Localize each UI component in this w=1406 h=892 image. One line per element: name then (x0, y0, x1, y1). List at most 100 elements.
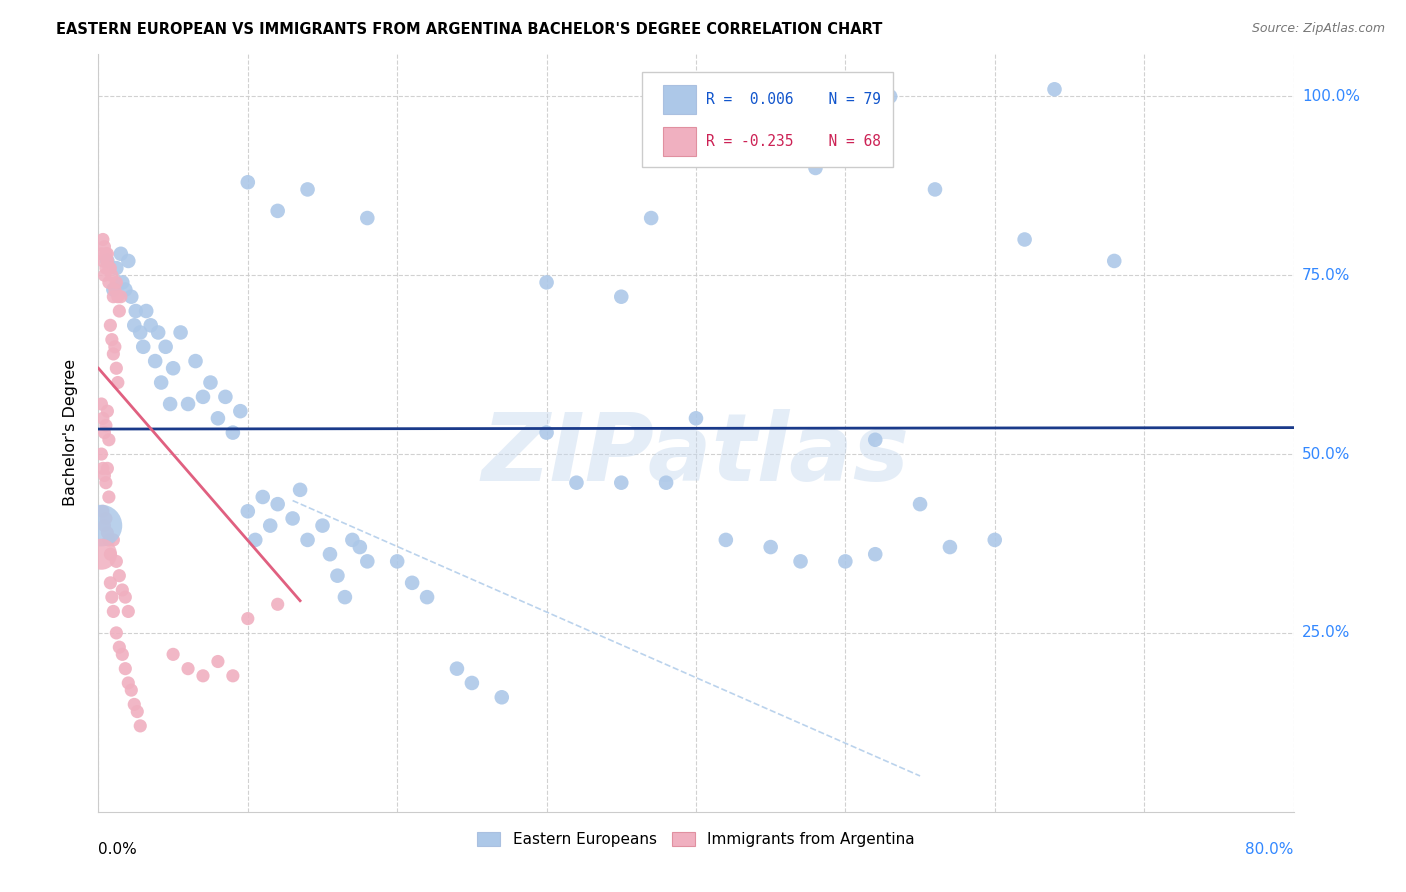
Point (385, 554, 409, 568)
Point (117, 254, 139, 268)
Point (96, 525, 118, 540)
Point (640, 211, 662, 225)
Point (834, 554, 856, 568)
Point (655, 475, 678, 490)
Point (288, 483, 311, 497)
Point (103, 347, 125, 361)
Point (267, 597, 290, 611)
Point (536, 425, 558, 440)
Point (356, 554, 378, 568)
Point (105, 276, 128, 290)
Point (461, 676, 484, 690)
Point (1104, 254, 1126, 268)
Point (222, 425, 245, 440)
Point (908, 497, 931, 511)
Point (103, 604, 125, 618)
Point (114, 590, 136, 604)
Point (236, 611, 259, 625)
Y-axis label: Bachelor's Degree: Bachelor's Degree (63, 359, 77, 506)
Point (93, 268, 115, 283)
Point (90, 547, 112, 561)
Point (356, 211, 378, 225)
Point (127, 705, 149, 719)
Point (804, 161, 827, 175)
Bar (662, 86, 696, 114)
Point (1043, 82, 1066, 96)
Point (98, 261, 122, 276)
Text: EASTERN EUROPEAN VS IMMIGRANTS FROM ARGENTINA BACHELOR'S DEGREE CORRELATION CHAR: EASTERN EUROPEAN VS IMMIGRANTS FROM ARGE… (56, 22, 883, 37)
Point (610, 475, 633, 490)
Point (111, 582, 134, 597)
Point (117, 604, 139, 618)
Point (150, 376, 173, 390)
Point (132, 340, 155, 354)
Point (536, 276, 558, 290)
Point (96, 254, 118, 268)
Point (107, 290, 129, 304)
Point (1014, 232, 1036, 246)
Point (124, 698, 146, 712)
Point (349, 540, 371, 554)
Point (789, 554, 811, 568)
Point (111, 276, 134, 290)
Point (93, 425, 115, 440)
Point (311, 518, 333, 533)
Point (114, 283, 136, 297)
Point (98, 547, 122, 561)
Point (319, 547, 342, 561)
Point (939, 540, 962, 554)
Point (155, 340, 177, 354)
Point (91, 461, 114, 475)
Point (108, 568, 131, 582)
Point (148, 326, 170, 340)
Point (91, 254, 114, 268)
Point (245, 533, 267, 547)
Point (105, 626, 128, 640)
Point (97, 490, 120, 504)
Point (94, 418, 117, 433)
Point (207, 411, 229, 425)
Point (110, 290, 132, 304)
Point (191, 390, 214, 404)
Point (125, 304, 148, 318)
Point (94, 475, 117, 490)
Point (117, 676, 139, 690)
Point (177, 397, 200, 411)
Point (108, 640, 131, 655)
Text: 100.0%: 100.0% (1302, 89, 1360, 104)
Point (98, 318, 122, 333)
Point (333, 590, 356, 604)
Point (90, 397, 112, 411)
Point (97, 261, 120, 276)
Text: ZIPatlas: ZIPatlas (482, 409, 910, 501)
Point (143, 354, 166, 368)
Point (96, 254, 118, 268)
Point (96, 461, 118, 475)
Point (162, 648, 184, 662)
Text: 0.0%: 0.0% (98, 842, 138, 857)
Point (865, 433, 887, 447)
Point (159, 397, 181, 411)
Point (491, 690, 513, 705)
Point (184, 354, 207, 368)
Point (207, 655, 229, 669)
Point (177, 662, 200, 676)
Point (90, 447, 112, 461)
Point (90, 247, 112, 261)
Point (97, 533, 120, 547)
Text: 25.0%: 25.0% (1302, 625, 1350, 640)
Point (97, 276, 120, 290)
Point (94, 261, 117, 276)
Point (297, 182, 319, 196)
Point (135, 304, 157, 318)
Point (162, 361, 184, 376)
Point (139, 318, 162, 333)
Point (104, 340, 127, 354)
Text: 80.0%: 80.0% (1246, 842, 1294, 857)
Point (98, 575, 122, 590)
Point (105, 361, 128, 376)
Point (267, 497, 290, 511)
Point (879, 89, 901, 103)
Text: R =  0.006    N = 79: R = 0.006 N = 79 (706, 92, 880, 107)
Point (401, 575, 423, 590)
